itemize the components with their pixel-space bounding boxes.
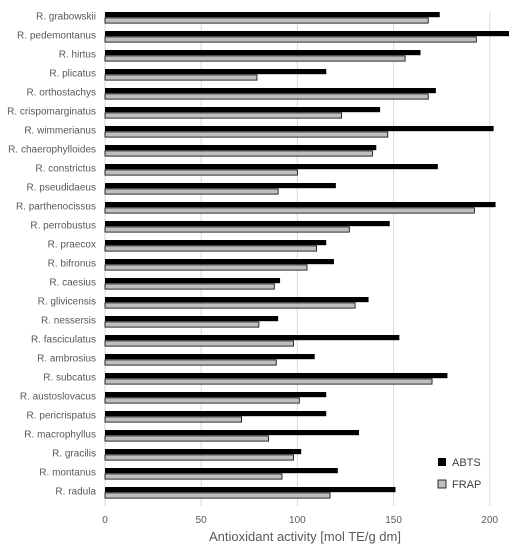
bar-abts: [105, 12, 440, 18]
legend-abts-swatch: [438, 458, 446, 466]
bar-frap: [104, 93, 429, 100]
bar-abts: [105, 335, 400, 341]
bar-frap: [104, 492, 331, 499]
x-tick-label: 0: [102, 515, 108, 526]
category-label: R. fasciculatus: [31, 335, 96, 346]
bars: [104, 12, 509, 499]
bar-abts: [105, 88, 436, 94]
category-label: R. plicatus: [49, 69, 96, 80]
bar-abts: [105, 50, 421, 56]
bar-frap: [104, 302, 356, 309]
category-label: R. montanus: [39, 468, 96, 479]
category-label: R. pedemontanus: [17, 31, 96, 42]
bar-frap: [104, 435, 269, 442]
legend-frap-swatch: [437, 479, 447, 489]
category-label: R. bifronus: [48, 259, 96, 270]
category-label: R. subcatus: [43, 373, 96, 384]
x-tick-label: 50: [196, 515, 208, 526]
bar-abts: [105, 259, 334, 265]
legend-frap-label: FRAP: [452, 479, 481, 491]
bar-abts: [105, 202, 496, 208]
category-label: R. radula: [55, 487, 96, 498]
category-label: R. austoslovacus: [20, 392, 96, 403]
bar-abts: [105, 240, 327, 246]
bar-abts: [105, 126, 494, 132]
legend: ABTS FRAP: [437, 457, 481, 491]
bar-abts: [105, 31, 509, 37]
category-label: R. perrobustus: [30, 221, 96, 232]
bar-frap: [104, 112, 343, 119]
bar-frap: [104, 397, 300, 404]
bar-abts: [105, 164, 438, 170]
bar-abts: [105, 221, 390, 227]
bar-abts: [105, 316, 279, 322]
bar-frap: [104, 226, 350, 233]
category-label: R. pseudidaeus: [27, 183, 97, 194]
bar-frap: [104, 17, 429, 24]
bar-abts: [105, 354, 315, 360]
bar-abts: [105, 468, 338, 474]
bar-frap: [104, 378, 433, 385]
category-label: R. wimmerianus: [24, 126, 96, 137]
bar-abts: [105, 278, 281, 284]
bar-abts: [105, 145, 377, 151]
category-label: R. orthostachys: [27, 88, 96, 99]
x-tick-label: 150: [385, 515, 402, 526]
category-label: R. ambrosius: [37, 354, 96, 365]
category-label: R. constrictus: [35, 164, 96, 175]
category-label: R. pericrispatus: [27, 411, 96, 422]
bar-abts: [105, 373, 448, 379]
bar-frap: [104, 264, 308, 271]
bar-frap: [104, 359, 277, 366]
category-label: R. caesius: [49, 278, 96, 289]
category-label: R. grabowskii: [36, 12, 96, 23]
x-tick-label: 100: [289, 515, 306, 526]
legend-abts-label: ABTS: [452, 457, 481, 469]
category-label: R. hirtus: [59, 50, 96, 61]
bar-frap: [104, 55, 406, 62]
category-label: R. gracilis: [52, 449, 96, 460]
x-axis-title: Antioxidant activity [mol TE/g dm]: [209, 529, 401, 544]
category-label: R. nessersis: [41, 316, 96, 327]
bar-frap: [104, 416, 242, 423]
bar-frap: [104, 245, 318, 252]
bar-frap: [104, 321, 260, 328]
bar-frap: [104, 74, 258, 81]
bar-abts: [105, 392, 327, 398]
bar-frap: [104, 36, 477, 43]
category-labels: R. grabowskii R. pedemontanus R. hirtus R. …: [7, 12, 96, 498]
bar-frap: [104, 207, 475, 214]
bar-abts: [105, 69, 327, 75]
bar-frap: [104, 283, 275, 290]
bar-frap: [104, 473, 283, 480]
bar-abts: [105, 297, 369, 303]
bar-frap: [104, 131, 389, 138]
bar-frap: [104, 188, 279, 195]
category-label: R. macrophyllus: [24, 430, 96, 441]
x-tick-label: 200: [481, 515, 498, 526]
x-tick-labels: 0 50 100 150 200: [102, 515, 498, 526]
category-label: R. parthenocissus: [16, 202, 96, 213]
bar-abts: [105, 487, 396, 493]
bar-abts: [105, 449, 302, 455]
category-label: R. crispomarginatus: [7, 107, 96, 118]
bar-abts: [105, 183, 336, 189]
bar-abts: [105, 411, 327, 417]
bar-abts: [105, 430, 359, 436]
bar-frap: [104, 454, 294, 461]
bar-abts: [105, 107, 381, 113]
category-label: R. glivicensis: [38, 297, 96, 308]
bar-frap: [104, 150, 373, 157]
category-label: R. chaerophylloides: [8, 145, 96, 156]
bar-frap: [104, 340, 294, 347]
category-label: R. praecox: [48, 240, 96, 251]
bar-frap: [104, 169, 298, 176]
